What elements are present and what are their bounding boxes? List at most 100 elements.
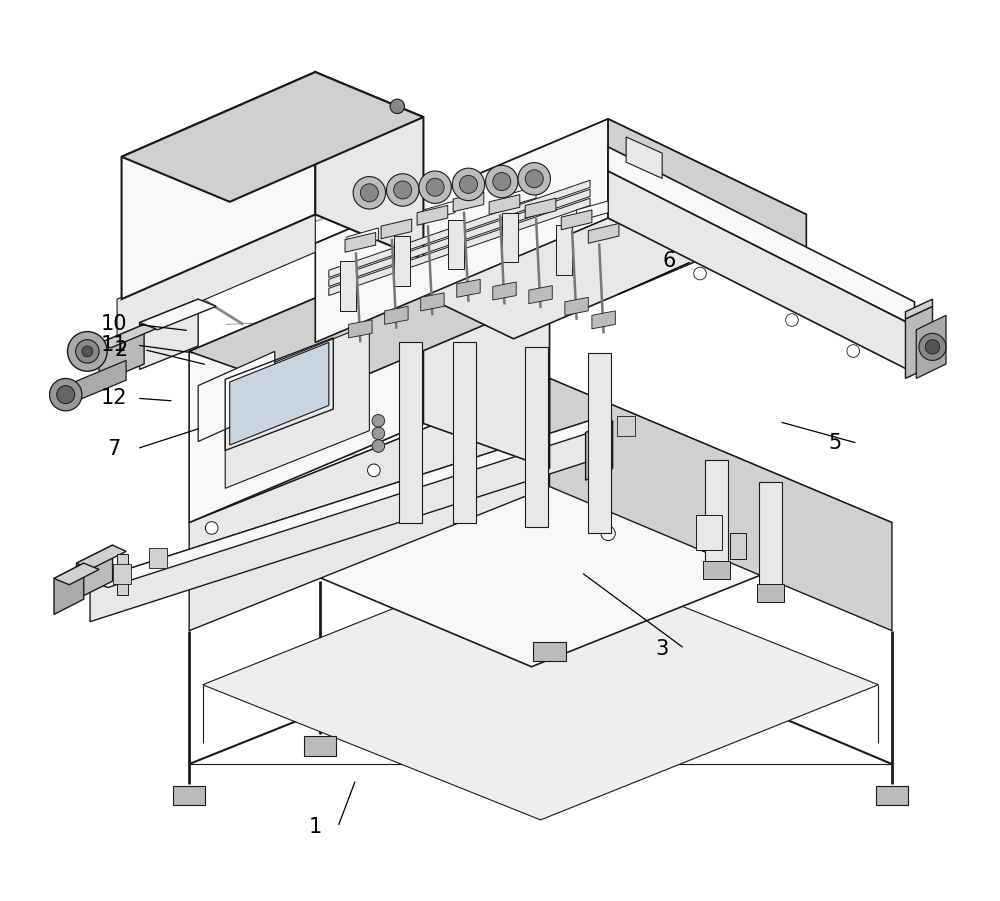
Circle shape (786, 314, 798, 326)
Circle shape (390, 99, 404, 114)
Polygon shape (329, 189, 590, 287)
Bar (588, 353, 611, 533)
Polygon shape (561, 210, 592, 230)
Bar (556, 225, 572, 275)
Circle shape (601, 526, 615, 541)
Polygon shape (423, 252, 550, 469)
Bar (453, 342, 476, 523)
Circle shape (518, 162, 550, 195)
Polygon shape (489, 195, 520, 214)
Polygon shape (140, 299, 216, 330)
Bar (705, 460, 728, 577)
Polygon shape (117, 214, 315, 337)
Polygon shape (230, 342, 329, 445)
Circle shape (360, 184, 378, 202)
Polygon shape (54, 563, 84, 614)
Circle shape (493, 173, 511, 191)
Bar (113, 564, 131, 584)
Polygon shape (385, 306, 408, 324)
Polygon shape (77, 545, 113, 599)
Polygon shape (529, 286, 552, 304)
Circle shape (530, 437, 542, 450)
Circle shape (386, 174, 419, 206)
Polygon shape (140, 299, 198, 369)
Text: 6: 6 (663, 251, 676, 271)
Polygon shape (493, 282, 516, 300)
Polygon shape (608, 147, 914, 326)
Polygon shape (577, 201, 608, 222)
Polygon shape (533, 642, 566, 661)
Circle shape (925, 340, 940, 354)
Polygon shape (90, 419, 613, 587)
Bar (399, 342, 422, 523)
Circle shape (353, 177, 386, 209)
Polygon shape (417, 205, 448, 225)
Circle shape (82, 346, 93, 357)
Circle shape (49, 378, 82, 411)
Polygon shape (329, 180, 590, 278)
Text: 5: 5 (829, 433, 842, 453)
Polygon shape (189, 378, 892, 667)
Circle shape (525, 169, 543, 187)
Circle shape (368, 464, 380, 477)
Polygon shape (304, 736, 336, 756)
Text: 3: 3 (656, 639, 669, 659)
Polygon shape (905, 306, 932, 378)
Circle shape (847, 345, 859, 358)
Polygon shape (457, 279, 480, 297)
Circle shape (919, 333, 946, 360)
Text: 12: 12 (101, 388, 128, 408)
Bar (617, 416, 635, 436)
Bar (340, 261, 356, 311)
Polygon shape (421, 293, 444, 311)
Polygon shape (189, 252, 423, 523)
Circle shape (372, 414, 385, 427)
Bar (757, 584, 784, 602)
Bar (394, 236, 410, 286)
Circle shape (452, 168, 485, 201)
Polygon shape (345, 232, 376, 252)
Polygon shape (189, 252, 550, 396)
Circle shape (457, 454, 471, 469)
Polygon shape (453, 192, 484, 212)
Bar (448, 220, 464, 269)
Polygon shape (122, 72, 423, 202)
Polygon shape (608, 171, 914, 373)
Polygon shape (876, 786, 908, 805)
Polygon shape (72, 360, 126, 403)
Polygon shape (203, 550, 878, 820)
Text: 2: 2 (115, 340, 128, 359)
Polygon shape (122, 72, 315, 299)
Bar (525, 347, 548, 527)
Bar (759, 482, 782, 599)
Polygon shape (198, 351, 275, 441)
Polygon shape (99, 324, 156, 348)
Polygon shape (565, 297, 588, 315)
Polygon shape (505, 187, 536, 207)
Circle shape (694, 268, 706, 280)
Polygon shape (329, 198, 590, 296)
Circle shape (426, 178, 444, 196)
Polygon shape (349, 320, 372, 338)
Circle shape (459, 176, 477, 194)
Text: 1: 1 (309, 817, 322, 837)
Polygon shape (592, 311, 615, 329)
Circle shape (68, 332, 107, 371)
Polygon shape (550, 378, 892, 631)
Polygon shape (173, 786, 205, 805)
Polygon shape (77, 545, 126, 569)
Text: 11: 11 (101, 335, 128, 355)
Polygon shape (315, 119, 608, 342)
Circle shape (372, 440, 385, 452)
Text: 7: 7 (108, 439, 121, 459)
Circle shape (76, 340, 99, 363)
Polygon shape (916, 315, 946, 378)
Polygon shape (315, 72, 423, 259)
Polygon shape (99, 324, 144, 383)
Circle shape (57, 386, 75, 404)
Polygon shape (189, 378, 550, 631)
Circle shape (205, 522, 218, 534)
Bar (730, 533, 746, 559)
Polygon shape (608, 119, 806, 314)
Bar (502, 213, 518, 262)
